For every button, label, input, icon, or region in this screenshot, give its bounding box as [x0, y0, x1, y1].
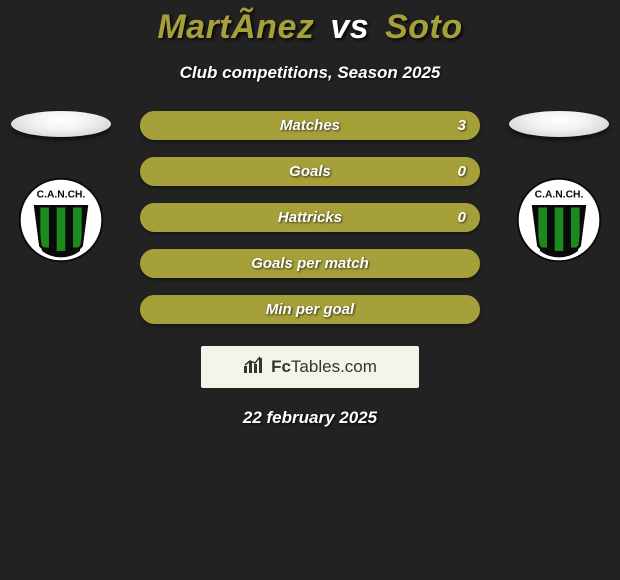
badge-text: C.A.N.CH. [535, 190, 584, 201]
player2-side: C.A.N.CH. [504, 111, 614, 263]
stat-label: Min per goal [142, 301, 478, 318]
branding-text: FcTables.com [271, 357, 377, 377]
player1-side: C.A.N.CH. [6, 111, 116, 263]
player2-photo-placeholder [509, 111, 609, 137]
stat-row-goals-per-match: Goals per match [140, 249, 480, 278]
stat-row-matches: Matches 3 [140, 111, 480, 140]
player1-photo-placeholder [11, 111, 111, 137]
stat-right-value: 0 [458, 163, 466, 180]
stats-table: Matches 3 Goals 0 Hattricks 0 Goals per … [140, 111, 480, 324]
content-area: C.A.N.CH. C.A.N.CH. [0, 111, 620, 428]
stat-row-min-per-goal: Min per goal [140, 295, 480, 324]
branding-box: FcTables.com [201, 346, 419, 388]
stat-row-hattricks: Hattricks 0 [140, 203, 480, 232]
badge-text: C.A.N.CH. [37, 190, 86, 201]
player1-name: MartÃ­nez [157, 8, 314, 46]
stat-right-value: 3 [458, 117, 466, 134]
date-text: 22 february 2025 [0, 408, 620, 428]
stat-label: Goals [142, 163, 478, 180]
vs-text: vs [330, 8, 369, 46]
stat-label: Matches [142, 117, 478, 134]
stat-row-goals: Goals 0 [140, 157, 480, 186]
stat-right-value: 0 [458, 209, 466, 226]
stat-label: Hattricks [142, 209, 478, 226]
chart-icon [243, 356, 265, 379]
player2-club-badge: C.A.N.CH. [516, 177, 602, 263]
subtitle: Club competitions, Season 2025 [0, 63, 620, 83]
player2-name: Soto [385, 8, 463, 46]
stat-label: Goals per match [142, 255, 478, 272]
comparison-title: MartÃ­nez vs Soto [0, 0, 620, 47]
player1-club-badge: C.A.N.CH. [18, 177, 104, 263]
